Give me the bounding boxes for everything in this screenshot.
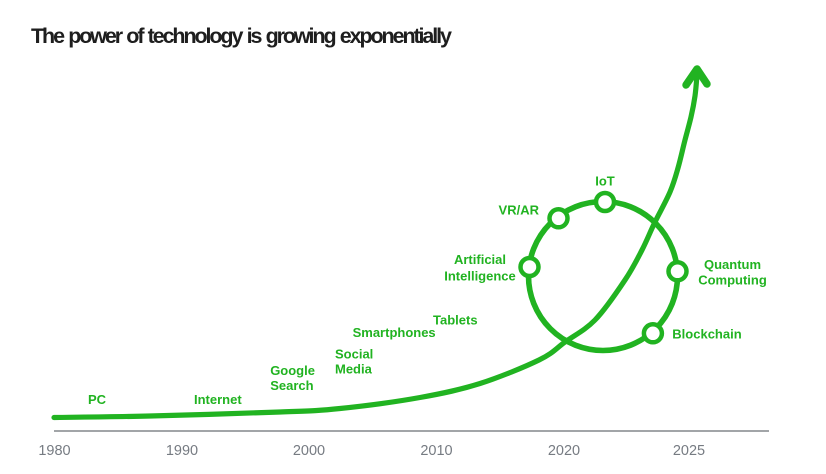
svg-text:Computing: Computing: [698, 273, 767, 288]
svg-text:Blockchain: Blockchain: [672, 327, 741, 342]
svg-text:2025: 2025: [673, 443, 705, 459]
svg-text:Artificial: Artificial: [454, 252, 506, 267]
svg-text:2010: 2010: [420, 443, 452, 459]
svg-text:Smartphones: Smartphones: [353, 325, 436, 340]
svg-text:Tablets: Tablets: [433, 313, 478, 328]
svg-text:Media: Media: [335, 362, 373, 377]
svg-text:Google: Google: [270, 363, 315, 378]
svg-text:Social: Social: [335, 347, 373, 362]
svg-text:1980: 1980: [38, 443, 70, 459]
svg-text:2020: 2020: [548, 443, 580, 459]
svg-text:IoT: IoT: [595, 174, 615, 189]
svg-text:The power of technology is gro: The power of technology is growing expon…: [31, 24, 452, 48]
svg-text:1990: 1990: [166, 443, 198, 459]
svg-text:VR/AR: VR/AR: [499, 203, 540, 218]
svg-text:PC: PC: [88, 392, 107, 407]
svg-text:Quantum: Quantum: [704, 257, 761, 272]
svg-text:Internet: Internet: [194, 392, 242, 407]
svg-text:2000: 2000: [293, 443, 325, 459]
svg-text:Search: Search: [270, 378, 313, 393]
svg-text:Intelligence: Intelligence: [444, 269, 516, 284]
